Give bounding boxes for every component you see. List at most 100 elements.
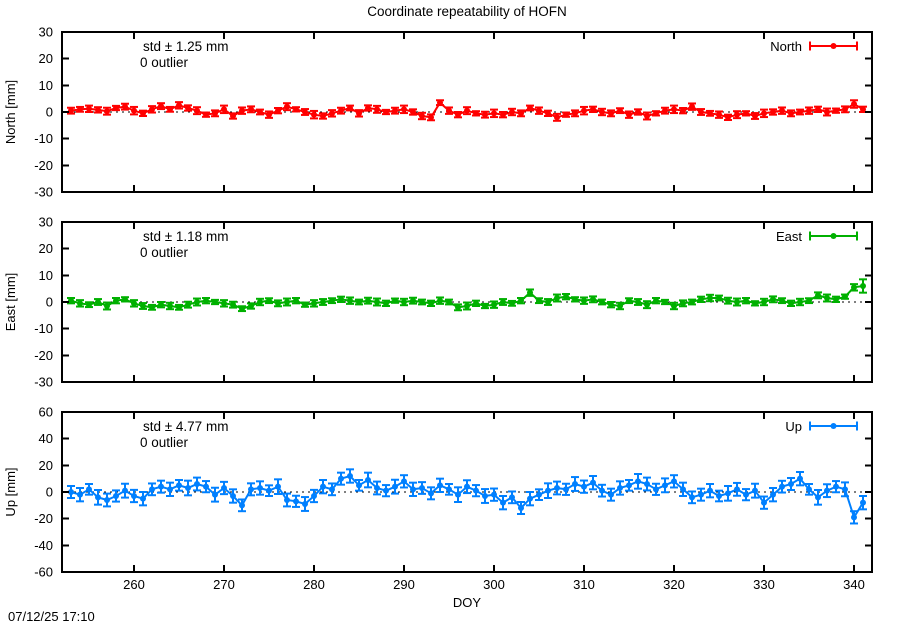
x-tick-label: 330 bbox=[753, 577, 775, 592]
data-point bbox=[185, 105, 191, 111]
data-point bbox=[716, 111, 722, 118]
data-point bbox=[770, 491, 776, 498]
data-point bbox=[806, 107, 812, 114]
data-point bbox=[536, 491, 542, 498]
data-point bbox=[599, 487, 605, 494]
data-point bbox=[356, 299, 362, 305]
data-point bbox=[815, 292, 821, 299]
data-point bbox=[536, 107, 542, 114]
series-east bbox=[67, 278, 867, 313]
outlier-annotation-up: 0 outlier bbox=[140, 435, 189, 450]
data-point bbox=[446, 486, 452, 493]
data-point bbox=[518, 110, 524, 117]
data-point bbox=[518, 505, 524, 511]
data-point bbox=[464, 107, 470, 114]
y-tick-label: 20 bbox=[39, 241, 53, 256]
data-point bbox=[275, 107, 281, 114]
data-point bbox=[545, 110, 551, 117]
data-point bbox=[563, 111, 569, 118]
data-point bbox=[311, 300, 317, 307]
data-point bbox=[419, 299, 425, 305]
data-point bbox=[554, 485, 560, 491]
data-point bbox=[320, 299, 326, 305]
data-point bbox=[626, 297, 632, 304]
data-point bbox=[608, 110, 614, 117]
series-up bbox=[67, 468, 867, 525]
data-point bbox=[842, 293, 848, 300]
y-tick-label: 20 bbox=[39, 51, 53, 66]
data-point bbox=[833, 483, 839, 490]
data-point bbox=[590, 479, 596, 486]
data-point bbox=[95, 106, 101, 113]
y-tick-label: -40 bbox=[34, 538, 53, 553]
data-point bbox=[491, 110, 497, 117]
y-tick-label: 0 bbox=[46, 485, 53, 500]
data-point bbox=[167, 486, 173, 493]
data-point bbox=[248, 486, 254, 493]
data-point bbox=[212, 299, 218, 305]
data-point bbox=[239, 107, 245, 114]
data-point bbox=[653, 486, 659, 493]
data-point bbox=[536, 297, 542, 304]
data-point bbox=[185, 485, 191, 491]
data-point bbox=[725, 114, 731, 121]
data-point bbox=[311, 493, 317, 499]
data-point bbox=[248, 303, 254, 309]
data-point bbox=[383, 109, 389, 115]
data-point bbox=[437, 99, 443, 106]
data-point bbox=[689, 299, 695, 305]
data-point bbox=[842, 486, 848, 493]
data-point bbox=[167, 106, 173, 113]
x-tick-label: 300 bbox=[483, 577, 505, 592]
x-tick-label: 340 bbox=[843, 577, 865, 592]
data-point bbox=[500, 299, 506, 305]
data-point bbox=[230, 493, 236, 499]
x-tick-label: 310 bbox=[573, 577, 595, 592]
data-point bbox=[518, 297, 524, 304]
data-point bbox=[257, 485, 263, 491]
data-point bbox=[257, 109, 263, 115]
data-point bbox=[374, 485, 380, 491]
data-point bbox=[455, 491, 461, 498]
data-point bbox=[446, 107, 452, 114]
chart-title: Coordinate repeatability of HOFN bbox=[367, 4, 567, 19]
legend-sample-north bbox=[809, 41, 858, 51]
data-point bbox=[761, 499, 767, 506]
y-tick-label: 10 bbox=[39, 268, 53, 283]
data-point bbox=[581, 297, 587, 304]
data-point bbox=[329, 110, 335, 117]
data-point bbox=[329, 297, 335, 304]
data-point bbox=[833, 296, 839, 303]
data-point bbox=[482, 303, 488, 309]
data-point bbox=[419, 485, 425, 491]
y-tick-label: 10 bbox=[39, 78, 53, 93]
data-point bbox=[752, 113, 758, 119]
data-point bbox=[554, 114, 560, 121]
data-point bbox=[428, 114, 434, 121]
data-point bbox=[455, 111, 461, 118]
data-point bbox=[68, 107, 74, 114]
data-point bbox=[293, 498, 299, 505]
data-point bbox=[671, 303, 677, 309]
data-point bbox=[266, 111, 272, 118]
data-point bbox=[455, 304, 461, 311]
data-point bbox=[86, 486, 92, 493]
data-point bbox=[104, 303, 110, 309]
data-point bbox=[707, 110, 713, 117]
y-tick-label: -30 bbox=[34, 375, 53, 390]
data-point bbox=[77, 106, 83, 113]
data-point bbox=[545, 487, 551, 494]
data-point bbox=[410, 109, 416, 115]
data-point bbox=[797, 109, 803, 115]
data-point bbox=[95, 494, 101, 501]
data-point bbox=[860, 106, 866, 113]
data-point bbox=[149, 486, 155, 493]
std-annotation-up: std ± 4.77 mm bbox=[143, 419, 228, 434]
data-point bbox=[815, 494, 821, 501]
data-point bbox=[338, 296, 344, 303]
data-point bbox=[617, 107, 623, 114]
data-point bbox=[302, 109, 308, 115]
data-point bbox=[374, 106, 380, 113]
data-point bbox=[563, 293, 569, 300]
data-point bbox=[572, 110, 578, 117]
